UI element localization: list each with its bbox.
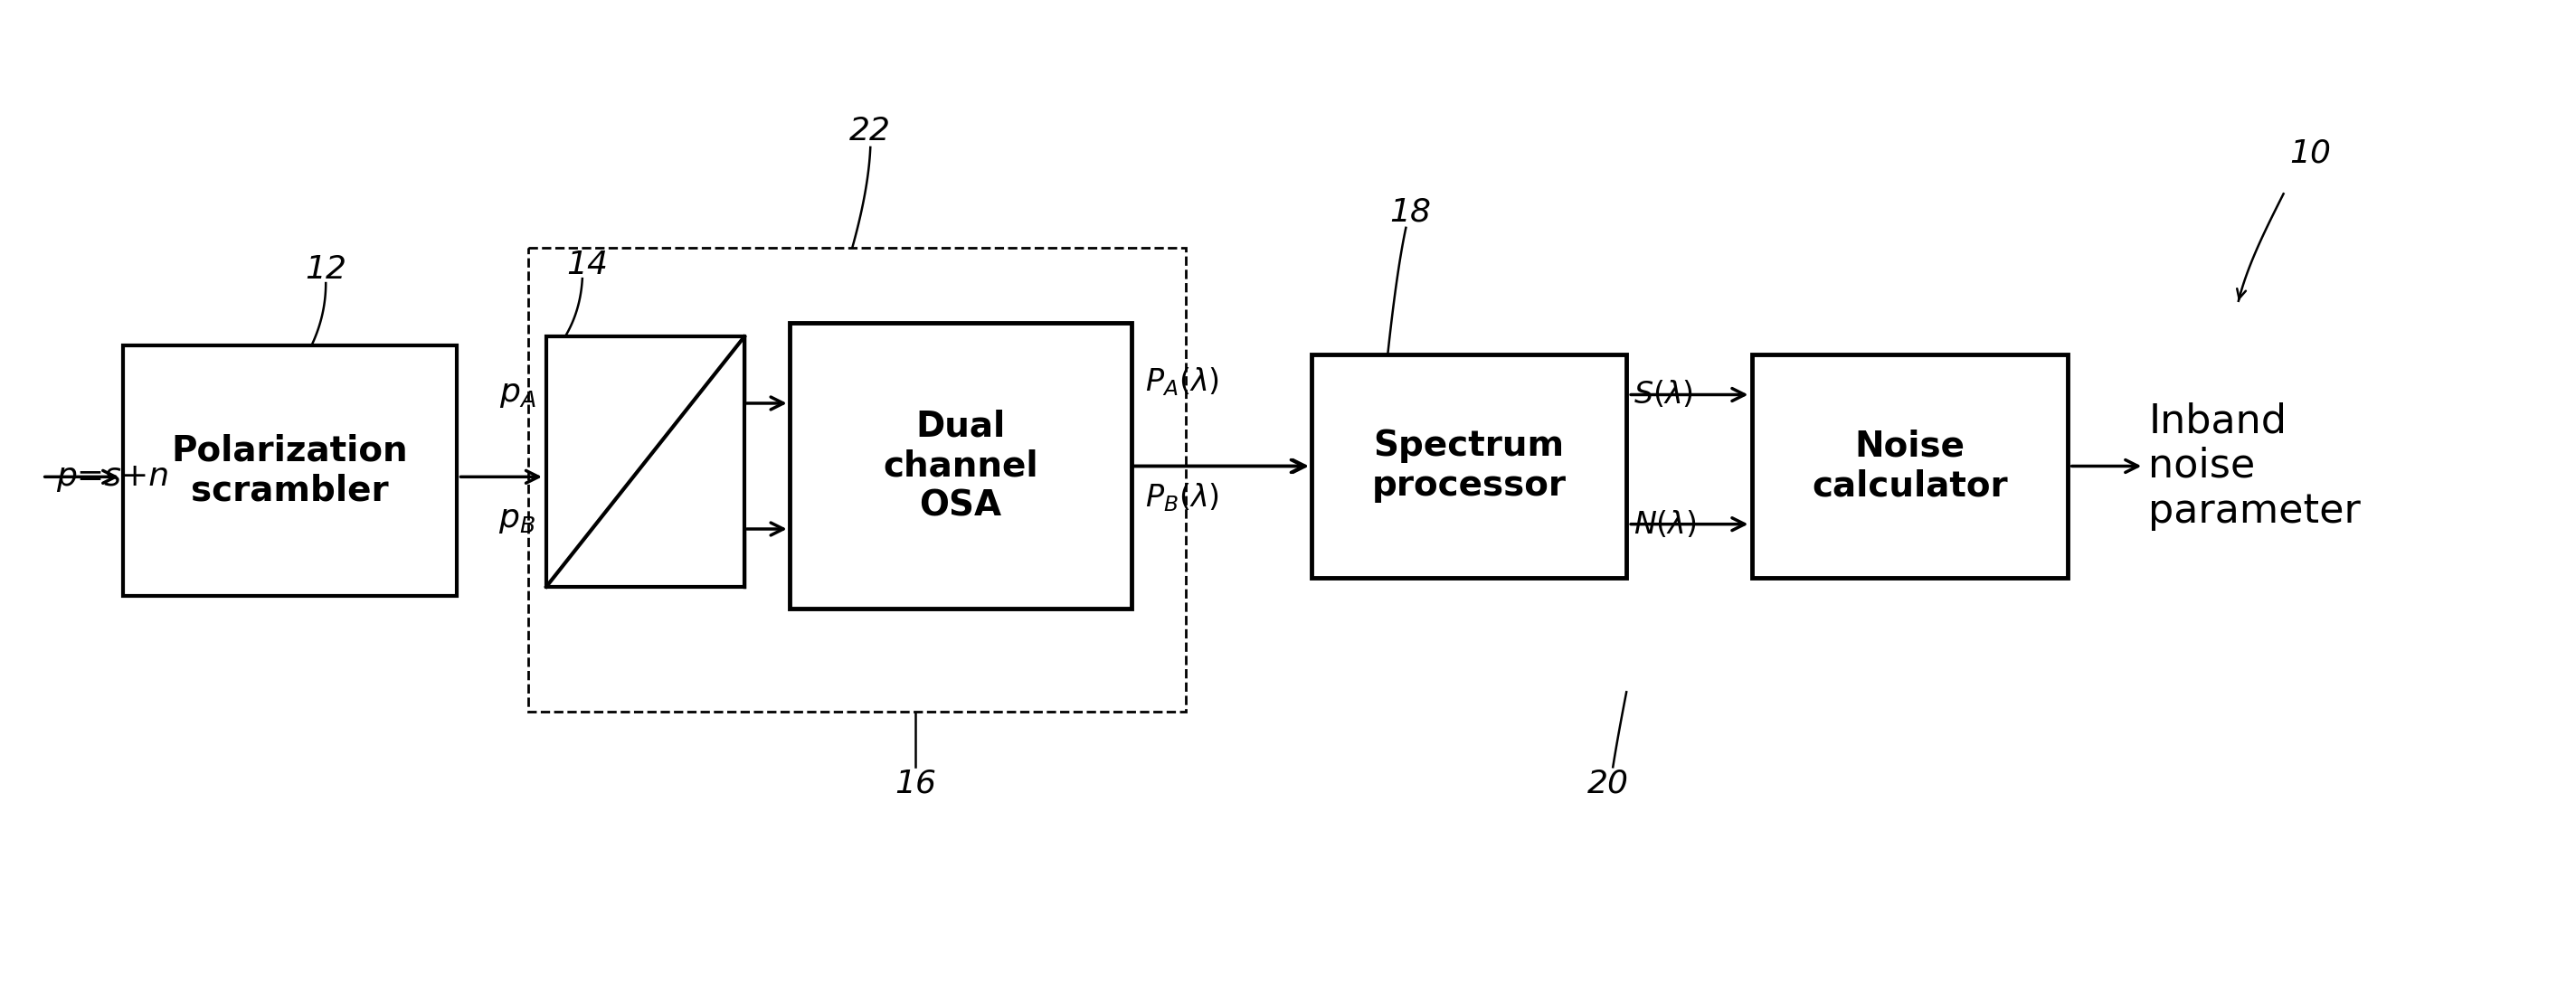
Text: $p_B$: $p_B$ <box>500 505 536 536</box>
Text: $P_A(\lambda)$: $P_A(\lambda)$ <box>1144 365 1218 397</box>
Text: p=s+n: p=s+n <box>57 461 170 492</box>
Bar <box>1311 354 1625 578</box>
Text: Inband
noise
parameter: Inband noise parameter <box>2148 401 2362 531</box>
Text: 10: 10 <box>2290 138 2331 169</box>
Text: Dual
channel
OSA: Dual channel OSA <box>884 409 1038 524</box>
Bar <box>124 345 456 596</box>
Text: 16: 16 <box>894 768 935 799</box>
Bar <box>546 336 744 587</box>
Text: Spectrum
processor: Spectrum processor <box>1370 429 1566 504</box>
Text: $S(\lambda)$: $S(\lambda)$ <box>1633 379 1692 410</box>
Text: $p_A$: $p_A$ <box>500 379 536 410</box>
Text: 22: 22 <box>850 116 891 147</box>
Text: 14: 14 <box>567 250 608 280</box>
Bar <box>788 323 1131 609</box>
Text: Noise
calculator: Noise calculator <box>1811 429 2007 504</box>
Text: 18: 18 <box>1388 196 1432 227</box>
Text: 20: 20 <box>1587 768 1628 799</box>
Text: $P_B(\lambda)$: $P_B(\lambda)$ <box>1144 481 1218 514</box>
Text: $N(\lambda)$: $N(\lambda)$ <box>1633 509 1698 540</box>
Bar <box>1752 354 2069 578</box>
Text: Polarization
scrambler: Polarization scrambler <box>173 433 407 508</box>
Text: 12: 12 <box>304 254 348 285</box>
Bar <box>528 247 1185 712</box>
